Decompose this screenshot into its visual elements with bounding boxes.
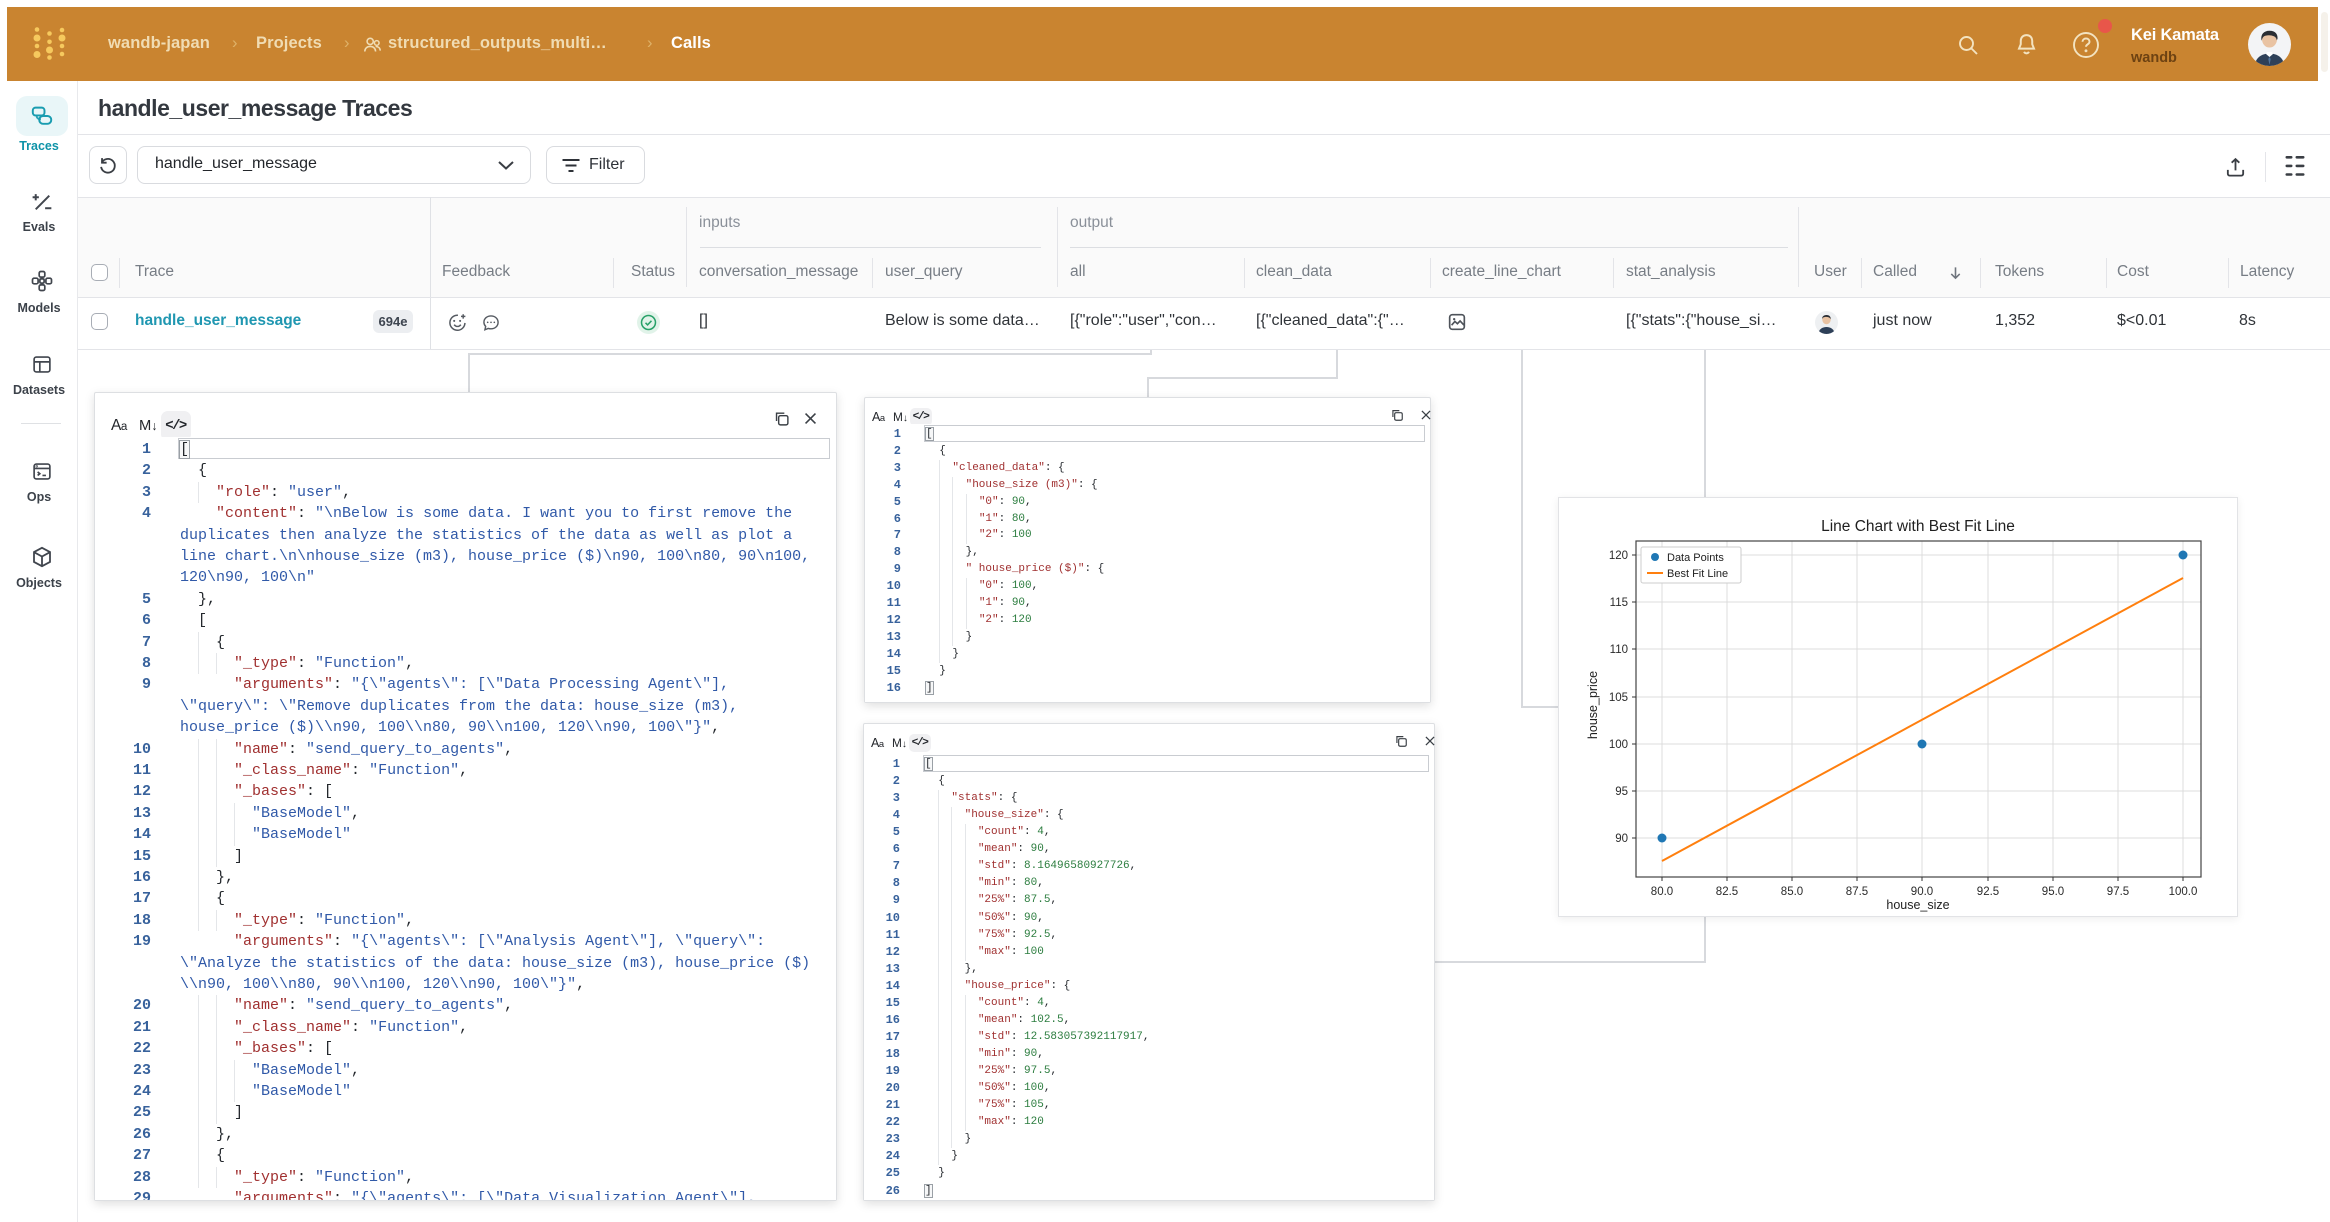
svg-text:Data Points: Data Points xyxy=(1667,552,1724,564)
svg-text:Line Chart with Best Fit Line: Line Chart with Best Fit Line xyxy=(1821,518,2015,535)
svg-text:90: 90 xyxy=(1615,833,1628,845)
svg-text:80.0: 80.0 xyxy=(1651,886,1673,898)
svg-text:120: 120 xyxy=(1609,550,1628,562)
svg-text:95: 95 xyxy=(1615,786,1628,798)
svg-text:house_price: house_price xyxy=(1586,671,1600,739)
svg-text:92.5: 92.5 xyxy=(1977,886,1999,898)
svg-text:105: 105 xyxy=(1609,692,1628,704)
svg-text:house_size: house_size xyxy=(1886,898,1949,912)
svg-text:97.5: 97.5 xyxy=(2107,886,2129,898)
svg-text:110: 110 xyxy=(1610,644,1628,656)
svg-text:100: 100 xyxy=(1609,739,1628,751)
svg-text:115: 115 xyxy=(1610,597,1628,609)
svg-text:Best Fit Line: Best Fit Line xyxy=(1667,568,1728,580)
svg-text:82.5: 82.5 xyxy=(1716,886,1738,898)
svg-text:85.0: 85.0 xyxy=(1781,886,1803,898)
svg-text:100.0: 100.0 xyxy=(2169,886,2198,898)
svg-text:90.0: 90.0 xyxy=(1911,886,1933,898)
svg-text:95.0: 95.0 xyxy=(2042,886,2064,898)
svg-text:87.5: 87.5 xyxy=(1846,886,1868,898)
